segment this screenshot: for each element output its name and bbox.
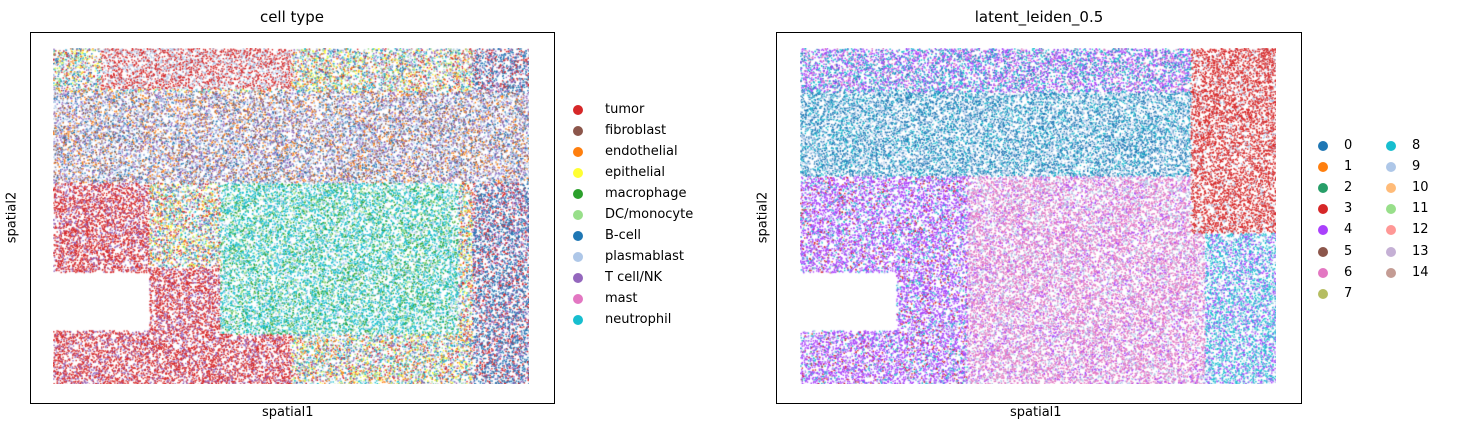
legend-latent-leiden: 0 1 2 3 4 5 6 7 8 9 10 11 12 13 14 bbox=[1318, 136, 1458, 306]
legend-label: DC/monocyte bbox=[605, 207, 694, 222]
legend-marker bbox=[573, 210, 583, 220]
legend-marker bbox=[1318, 183, 1328, 194]
legend-label: neutrophil bbox=[605, 312, 672, 327]
legend-marker bbox=[573, 189, 583, 199]
legend-marker bbox=[573, 315, 583, 325]
legend-label: 0 bbox=[1344, 138, 1353, 153]
legend-marker bbox=[1386, 204, 1396, 215]
legend-label: 4 bbox=[1344, 222, 1353, 238]
legend-label: 9 bbox=[1412, 159, 1421, 175]
legend-label: fibroblast bbox=[605, 123, 667, 138]
legend-label: mast bbox=[605, 291, 638, 306]
legend-label: 6 bbox=[1344, 264, 1353, 280]
legend-marker bbox=[573, 168, 583, 178]
legend-marker bbox=[1318, 225, 1328, 236]
legend-label: tumor bbox=[605, 102, 645, 117]
legend-marker bbox=[1386, 162, 1396, 173]
legend-label: 11 bbox=[1412, 201, 1429, 217]
legend-label: endothelial bbox=[605, 144, 678, 159]
legend-marker bbox=[1318, 288, 1328, 299]
legend-marker bbox=[573, 294, 583, 304]
legend-label: 5 bbox=[1344, 243, 1353, 259]
y-axis-label-latent-leiden: spatial2 bbox=[755, 191, 771, 244]
legend-label: 1 bbox=[1344, 159, 1353, 175]
legend-marker bbox=[573, 252, 583, 262]
legend-label: 14 bbox=[1412, 264, 1429, 280]
legend-label: 8 bbox=[1412, 138, 1421, 153]
legend-marker bbox=[573, 147, 583, 157]
legend-marker bbox=[1386, 225, 1396, 236]
legend-marker bbox=[1318, 246, 1328, 257]
legend-marker bbox=[573, 105, 583, 115]
legend-marker bbox=[1386, 183, 1396, 194]
legend-marker bbox=[1386, 267, 1396, 278]
legend-label: plasmablast bbox=[605, 249, 684, 264]
legend-label: T cell/NK bbox=[605, 270, 663, 285]
legend-marker bbox=[1318, 162, 1328, 173]
legend-label: 10 bbox=[1412, 180, 1429, 196]
legend-label: 7 bbox=[1344, 285, 1353, 301]
legend-marker bbox=[1318, 141, 1328, 151]
legend-label: 2 bbox=[1344, 180, 1353, 196]
legend-label: 12 bbox=[1412, 222, 1429, 238]
x-axis-label-latent-leiden: spatial1 bbox=[1010, 405, 1062, 420]
legend-marker bbox=[573, 231, 583, 241]
chart-title-cell-type: cell type bbox=[259, 8, 325, 26]
legend-label: epithelial bbox=[605, 165, 665, 180]
legend-marker bbox=[1318, 204, 1328, 215]
x-axis-label-cell-type: spatial1 bbox=[262, 405, 314, 420]
legend-marker bbox=[1386, 141, 1396, 151]
legend-marker bbox=[1386, 246, 1396, 257]
legend-label: B-cell bbox=[605, 228, 641, 243]
scatter-points-latent-leiden bbox=[800, 48, 1276, 384]
legend-label: 3 bbox=[1344, 201, 1353, 217]
chart-title-latent-leiden: latent_leiden_0.5 bbox=[974, 8, 1104, 26]
legend-label: macrophage bbox=[605, 186, 687, 201]
y-axis-label-cell-type: spatial2 bbox=[4, 191, 20, 244]
scatter-points-cell-type bbox=[53, 48, 529, 384]
legend-label: 13 bbox=[1412, 243, 1429, 259]
legend-marker bbox=[573, 273, 583, 283]
legend-marker bbox=[573, 126, 583, 136]
legend-cell-type: tumor fibroblast endothelial epithelial macr… bbox=[573, 100, 713, 340]
legend-marker bbox=[1318, 267, 1328, 278]
